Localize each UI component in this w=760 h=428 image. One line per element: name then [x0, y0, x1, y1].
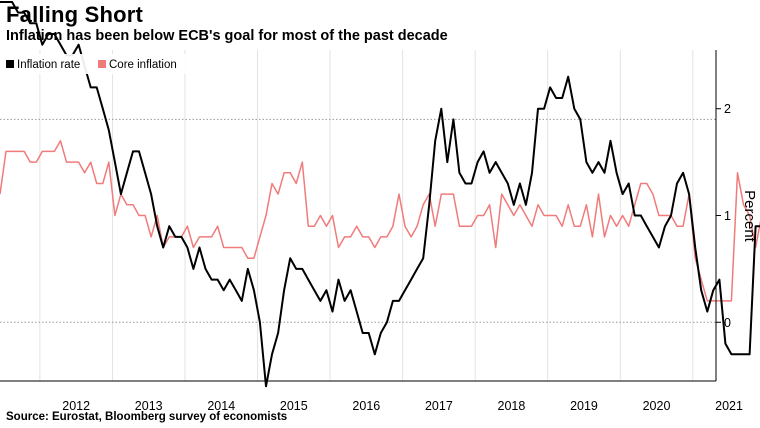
x-tick-label-2017: 2017: [425, 399, 453, 413]
reference-lines: [0, 118, 716, 323]
x-tick-label-2013: 2013: [135, 399, 163, 413]
chart-source: Source: Eurostat, Bloomberg survey of ec…: [6, 411, 288, 423]
legend-swatch-inflation: [6, 60, 14, 68]
x-tick-label-2019: 2019: [570, 399, 598, 413]
legend-background: [0, 54, 186, 74]
y-axis-label: Percent: [741, 190, 758, 243]
x-tick-label-2012: 2012: [62, 399, 90, 413]
y-tick-label-1: 1: [724, 209, 731, 223]
y-axis-ticks: 0 1 2: [716, 102, 731, 330]
legend-label-inflation[interactable]: Inflation rate: [17, 59, 80, 71]
x-tick-label-2020: 2020: [643, 399, 671, 413]
legend-swatch-core: [98, 60, 106, 68]
x-axis-ticks: 2012 2013 2014 2015 2016 2017 2018 2019 2020 2021: [62, 399, 743, 413]
series-inflation-rate-line: [0, 1, 760, 388]
chart-subtitle: Inflation has been below ECB's goal for …: [6, 28, 448, 44]
x-tick-label-2014: 2014: [207, 399, 235, 413]
x-tick-label-2018: 2018: [498, 399, 526, 413]
x-tick-label-2021: 2021: [715, 399, 743, 413]
x-tick-label-2016: 2016: [352, 399, 380, 413]
legend[interactable]: Inflation rate Core inflation: [0, 54, 186, 74]
x-tick-label-2015: 2015: [280, 399, 308, 413]
y-tick-label-0: 0: [724, 316, 731, 330]
series-layer: [0, 1, 760, 388]
legend-label-core[interactable]: Core inflation: [109, 59, 177, 71]
series-core-inflation-line: [0, 140, 760, 302]
y-tick-label-2: 2: [724, 102, 731, 116]
